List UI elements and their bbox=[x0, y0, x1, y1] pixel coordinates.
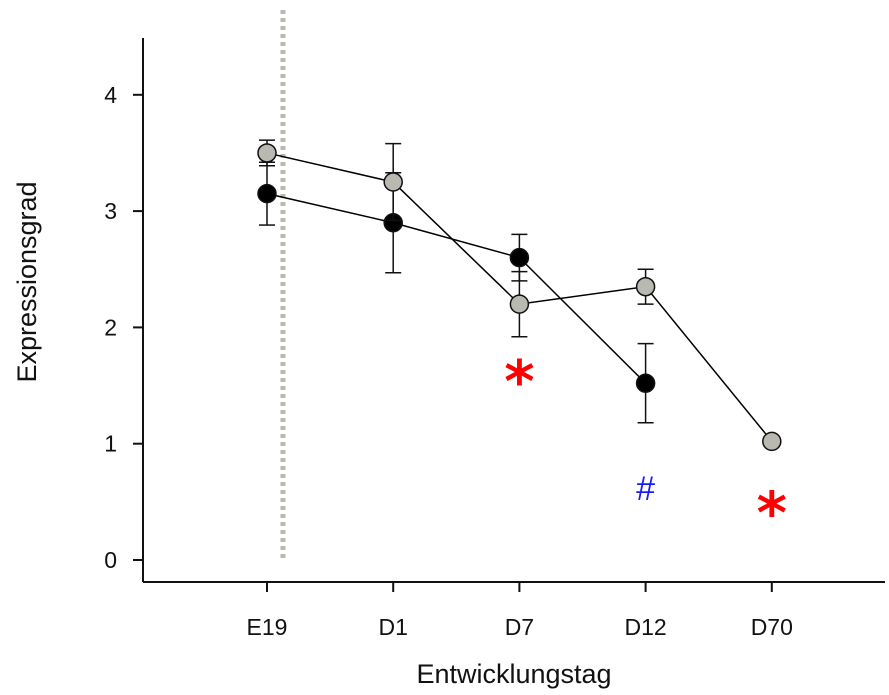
series-layer bbox=[257, 139, 782, 452]
data-point bbox=[509, 247, 530, 268]
data-point bbox=[762, 431, 782, 452]
data-point bbox=[383, 172, 403, 192]
x-tick-label: D1 bbox=[378, 614, 407, 640]
x-tick-label: D7 bbox=[505, 614, 534, 640]
y-tick-label: 4 bbox=[104, 82, 117, 108]
data-point bbox=[635, 373, 656, 393]
series-line bbox=[266, 192, 647, 384]
annotations: * # * bbox=[504, 348, 787, 547]
y-tick-label: 3 bbox=[104, 198, 117, 224]
data-point bbox=[509, 294, 530, 314]
x-tick-label: D70 bbox=[751, 614, 793, 640]
y-tick-label: 1 bbox=[104, 431, 117, 457]
x-tick-label: E19 bbox=[247, 614, 288, 640]
data-point bbox=[257, 143, 277, 163]
data-point bbox=[257, 183, 277, 204]
y-tick-label: 2 bbox=[104, 314, 117, 340]
x-tick-label: D12 bbox=[624, 614, 666, 640]
y-ticks: 0 1 2 3 4 bbox=[104, 82, 143, 573]
y-tick-label: 0 bbox=[104, 547, 117, 573]
y-axis-title: Expressionsgrad bbox=[12, 181, 42, 382]
series-1 bbox=[257, 161, 656, 424]
data-point bbox=[635, 276, 656, 297]
significance-hash: # bbox=[636, 470, 655, 508]
significance-star: * bbox=[504, 348, 534, 416]
significance-star: * bbox=[757, 479, 787, 547]
series-2 bbox=[257, 139, 782, 452]
x-ticks: E19 D1 D7 D12 D70 bbox=[247, 582, 793, 640]
x-axis-title: Entwicklungstag bbox=[416, 659, 611, 689]
